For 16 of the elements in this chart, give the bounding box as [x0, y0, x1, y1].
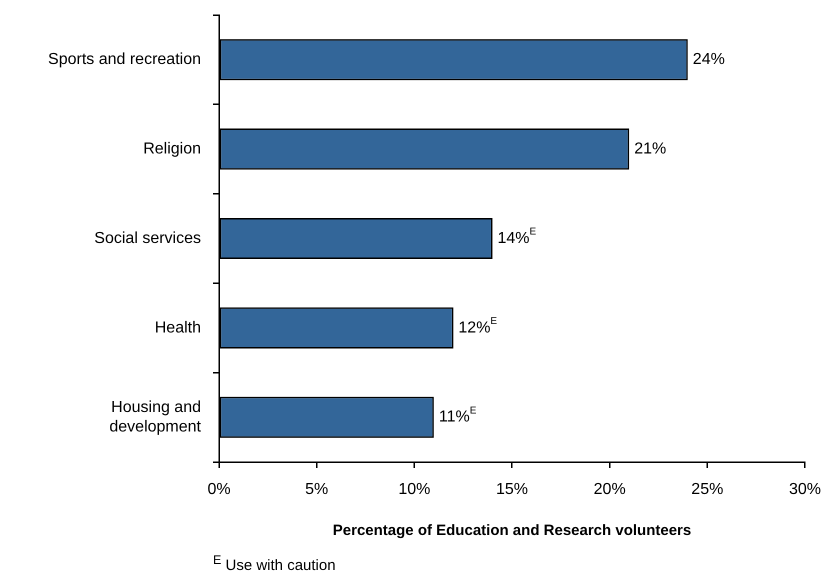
x-tick-label: 0% — [207, 481, 231, 498]
data-label: 24% — [692, 51, 725, 68]
y-tick-label: Religion — [143, 140, 201, 158]
y-tick-label: Health — [154, 319, 201, 336]
x-tick-label: 30% — [788, 481, 822, 498]
y-tick-label: Social services — [94, 230, 201, 247]
x-tick-label: 15% — [496, 481, 528, 498]
text: $^{E}$ Use with caution — [213, 553, 336, 574]
x-axis-title: Percentage of Education and Research volunteers — [332, 522, 692, 540]
x-tick-label: 5% — [305, 481, 328, 498]
data-label: 21% — [634, 140, 666, 158]
y-tick-label: Housing and development — [109, 399, 202, 436]
x-tick-label: 20% — [594, 481, 626, 498]
x-tick-label: 25% — [691, 481, 724, 498]
y-tick-label: Sports and recreation — [48, 51, 201, 68]
x-tick-label: 10% — [398, 481, 430, 498]
